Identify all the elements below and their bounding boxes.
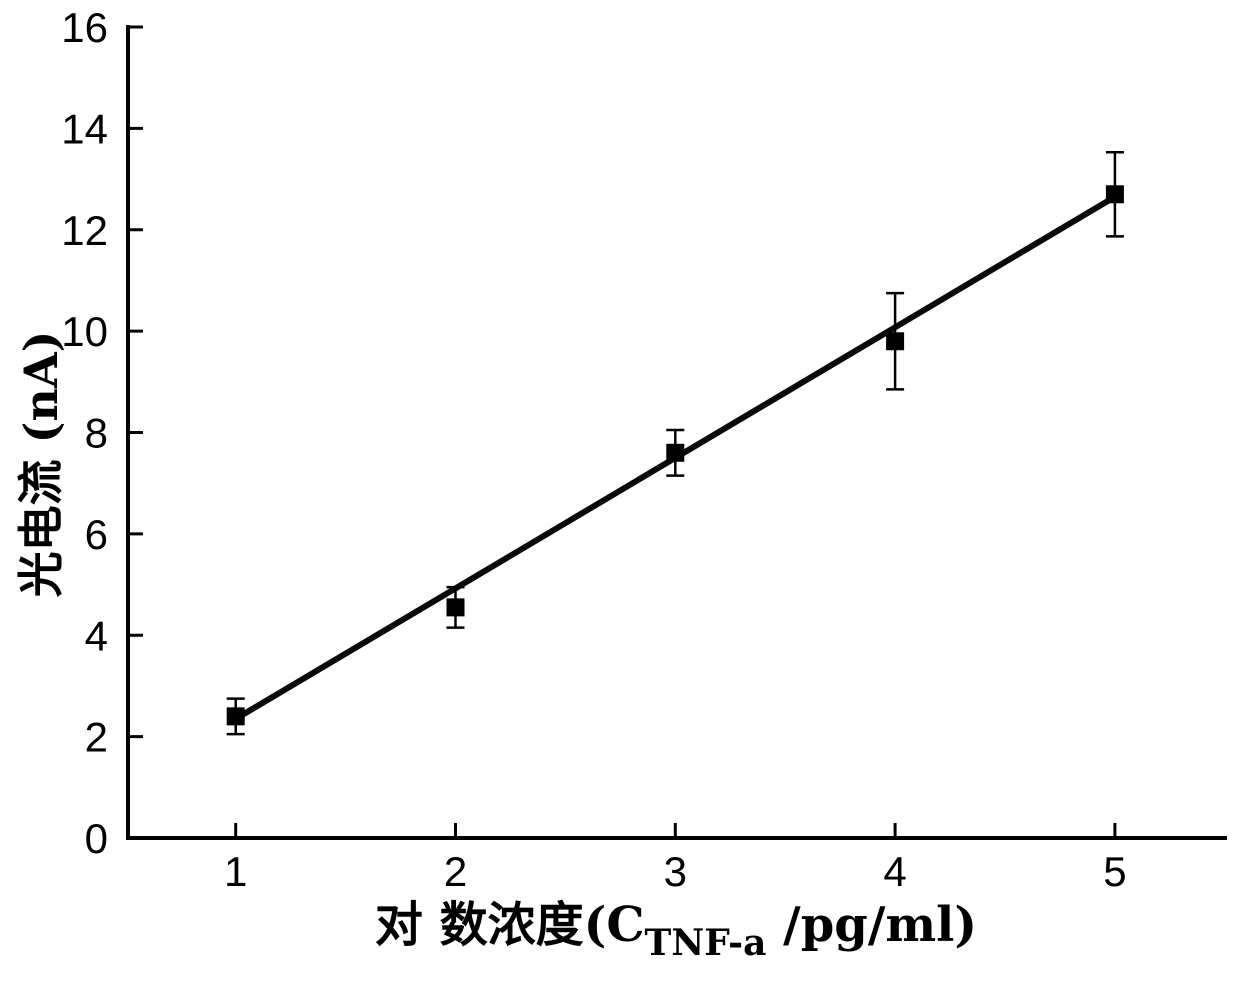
x-tick-label: 5 bbox=[1103, 848, 1126, 895]
x-axis-title: 对 数浓度(CTNF-a /pg/ml) bbox=[374, 897, 978, 964]
y-tick-label: 10 bbox=[61, 308, 108, 355]
y-tick-label: 2 bbox=[85, 714, 108, 761]
y-tick-label: 12 bbox=[61, 207, 108, 254]
y-tick-label: 16 bbox=[61, 4, 108, 51]
data-point bbox=[1105, 185, 1124, 204]
x-tick-label: 4 bbox=[883, 848, 906, 895]
y-tick-label: 14 bbox=[61, 105, 108, 152]
x-tick-label: 3 bbox=[664, 848, 687, 895]
y-tick-label: 0 bbox=[85, 815, 108, 862]
y-tick-label: 4 bbox=[85, 612, 108, 659]
data-point bbox=[446, 598, 465, 617]
data-point bbox=[666, 443, 685, 462]
x-axis-title-text: 对 数浓度(C bbox=[374, 897, 645, 953]
x-axis-title-units: /pg/ml) bbox=[766, 897, 978, 953]
data-point bbox=[226, 707, 245, 726]
y-axis-title: 光电流 (nA) bbox=[14, 330, 68, 598]
data-point bbox=[886, 332, 905, 351]
x-tick-label: 2 bbox=[444, 848, 467, 895]
y-tick-label: 6 bbox=[85, 511, 108, 558]
x-tick-label: 1 bbox=[224, 848, 247, 895]
y-tick-label: 8 bbox=[85, 410, 108, 457]
x-axis-title-subscript: TNF-a bbox=[644, 922, 767, 964]
